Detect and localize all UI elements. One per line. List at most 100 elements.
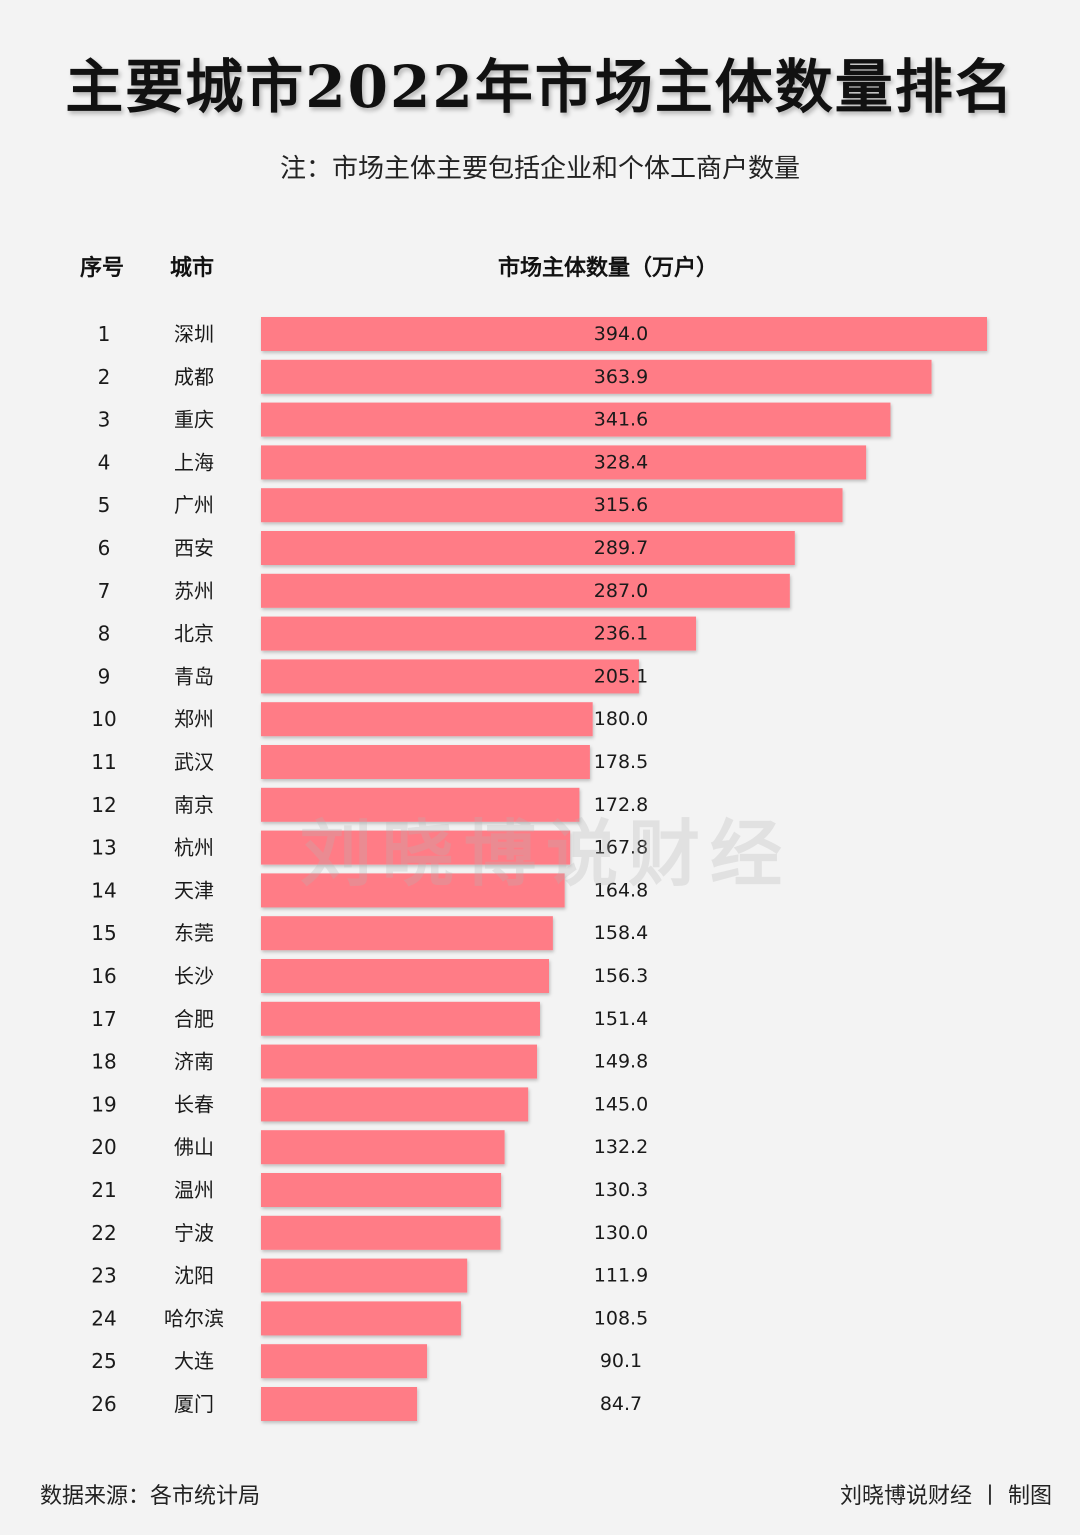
rank-label: 5: [98, 493, 111, 517]
city-label: 合肥: [174, 1007, 214, 1031]
city-label: 成都: [174, 365, 214, 389]
bar-北京: [261, 616, 697, 651]
city-label: 杭州: [174, 836, 214, 860]
value-label: 130.0: [594, 1222, 648, 1244]
city-label: 佛山: [174, 1135, 214, 1159]
city-column-header: 城市: [170, 256, 215, 281]
city-label: 长春: [174, 1092, 214, 1116]
rank-label: 17: [91, 1007, 116, 1031]
city-label: 西安: [174, 536, 214, 560]
bar-厦门: [261, 1387, 418, 1421]
bar-东莞: [261, 916, 553, 951]
chart-title: 主要城市2022年市场主体数量排名: [65, 53, 1015, 121]
city-label: 广州: [174, 493, 214, 517]
value-label: 84.7: [600, 1393, 642, 1415]
city-label: 深圳: [174, 322, 214, 346]
city-label: 厦门: [174, 1392, 214, 1416]
city-label: 北京: [174, 622, 214, 646]
bar-杭州: [261, 830, 571, 865]
value-column-header: 市场主体数量（万户）: [498, 256, 719, 281]
data-source-note: 数据来源：各市统计局: [40, 1484, 261, 1509]
value-label: 287.0: [594, 580, 648, 602]
rank-label: 12: [91, 793, 116, 817]
city-label: 东莞: [174, 921, 214, 945]
value-label: 130.3: [594, 1179, 648, 1201]
value-label: 158.4: [594, 922, 648, 944]
value-label: 108.5: [594, 1307, 648, 1329]
bar-广州: [261, 488, 843, 523]
bar-大连: [261, 1344, 428, 1379]
bar-苏州: [261, 573, 790, 608]
bar-济南: [261, 1044, 538, 1079]
rank-label: 9: [98, 664, 111, 688]
value-label: 289.7: [594, 537, 648, 559]
city-label: 青岛: [174, 664, 214, 688]
rank-label: 22: [91, 1221, 116, 1245]
city-label: 温州: [174, 1178, 214, 1202]
value-label: 145.0: [594, 1093, 648, 1115]
city-label: 天津: [174, 878, 214, 902]
city-label: 长沙: [174, 964, 214, 988]
rank-label: 10: [91, 707, 116, 731]
rank-label: 1: [98, 322, 111, 346]
rank-label: 15: [91, 921, 116, 945]
author-credit: 刘晓博说财经 丨 制图: [840, 1484, 1052, 1509]
rank-label: 7: [98, 579, 111, 603]
bar-宁波: [261, 1215, 501, 1250]
value-label: 149.8: [594, 1051, 648, 1073]
value-label: 164.8: [594, 879, 648, 901]
bar-哈尔滨: [261, 1301, 461, 1336]
value-label: 178.5: [594, 751, 648, 773]
value-label: 151.4: [594, 1008, 648, 1030]
bar-西安: [261, 531, 795, 565]
value-label: 315.6: [594, 494, 648, 516]
rank-label: 13: [91, 836, 116, 860]
chart-subtitle: 注：市场主体主要包括企业和个体工商户数量: [279, 154, 800, 184]
rank-label: 6: [98, 536, 111, 560]
value-label: 363.9: [594, 366, 648, 388]
rank-label: 11: [91, 750, 116, 774]
rank-label: 14: [91, 878, 116, 902]
value-label: 180.0: [594, 708, 648, 730]
rank-label: 23: [91, 1264, 116, 1288]
rank-label: 25: [91, 1349, 116, 1373]
rank-column-header: 序号: [80, 256, 125, 281]
city-label: 武汉: [174, 750, 214, 774]
bar-武汉: [261, 745, 590, 779]
bar-天津: [261, 873, 565, 908]
rank-label: 18: [91, 1050, 116, 1074]
bar-上海: [261, 445, 867, 480]
bar-郑州: [261, 702, 593, 737]
value-label: 205.1: [594, 665, 648, 687]
value-label: 167.8: [594, 837, 648, 859]
rank-label: 2: [98, 365, 111, 389]
bar-佛山: [261, 1130, 505, 1165]
bar-长沙: [261, 959, 549, 993]
value-label: 341.6: [594, 409, 648, 431]
bar-沈阳: [261, 1258, 468, 1293]
rank-label: 3: [98, 408, 111, 432]
rank-label: 8: [98, 622, 111, 646]
city-label: 宁波: [174, 1221, 214, 1245]
bar-南京: [261, 787, 580, 822]
rank-label: 24: [91, 1306, 116, 1330]
rank-label: 16: [91, 964, 116, 988]
rank-label: 19: [91, 1092, 116, 1116]
bar-成都: [261, 359, 932, 394]
bar-合肥: [261, 1001, 540, 1036]
bar-温州: [261, 1173, 502, 1207]
value-label: 132.2: [594, 1136, 648, 1158]
city-label: 大连: [174, 1349, 214, 1373]
bar-青岛: [261, 659, 639, 694]
rank-label: 26: [91, 1392, 116, 1416]
city-label: 沈阳: [174, 1264, 214, 1288]
value-label: 111.9: [594, 1265, 648, 1287]
rank-label: 4: [98, 450, 111, 474]
bar-重庆: [261, 402, 891, 437]
value-label: 236.1: [594, 623, 648, 645]
value-label: 172.8: [594, 794, 648, 816]
city-label: 南京: [174, 793, 214, 817]
bar-长春: [261, 1087, 529, 1122]
city-label: 济南: [174, 1050, 214, 1074]
